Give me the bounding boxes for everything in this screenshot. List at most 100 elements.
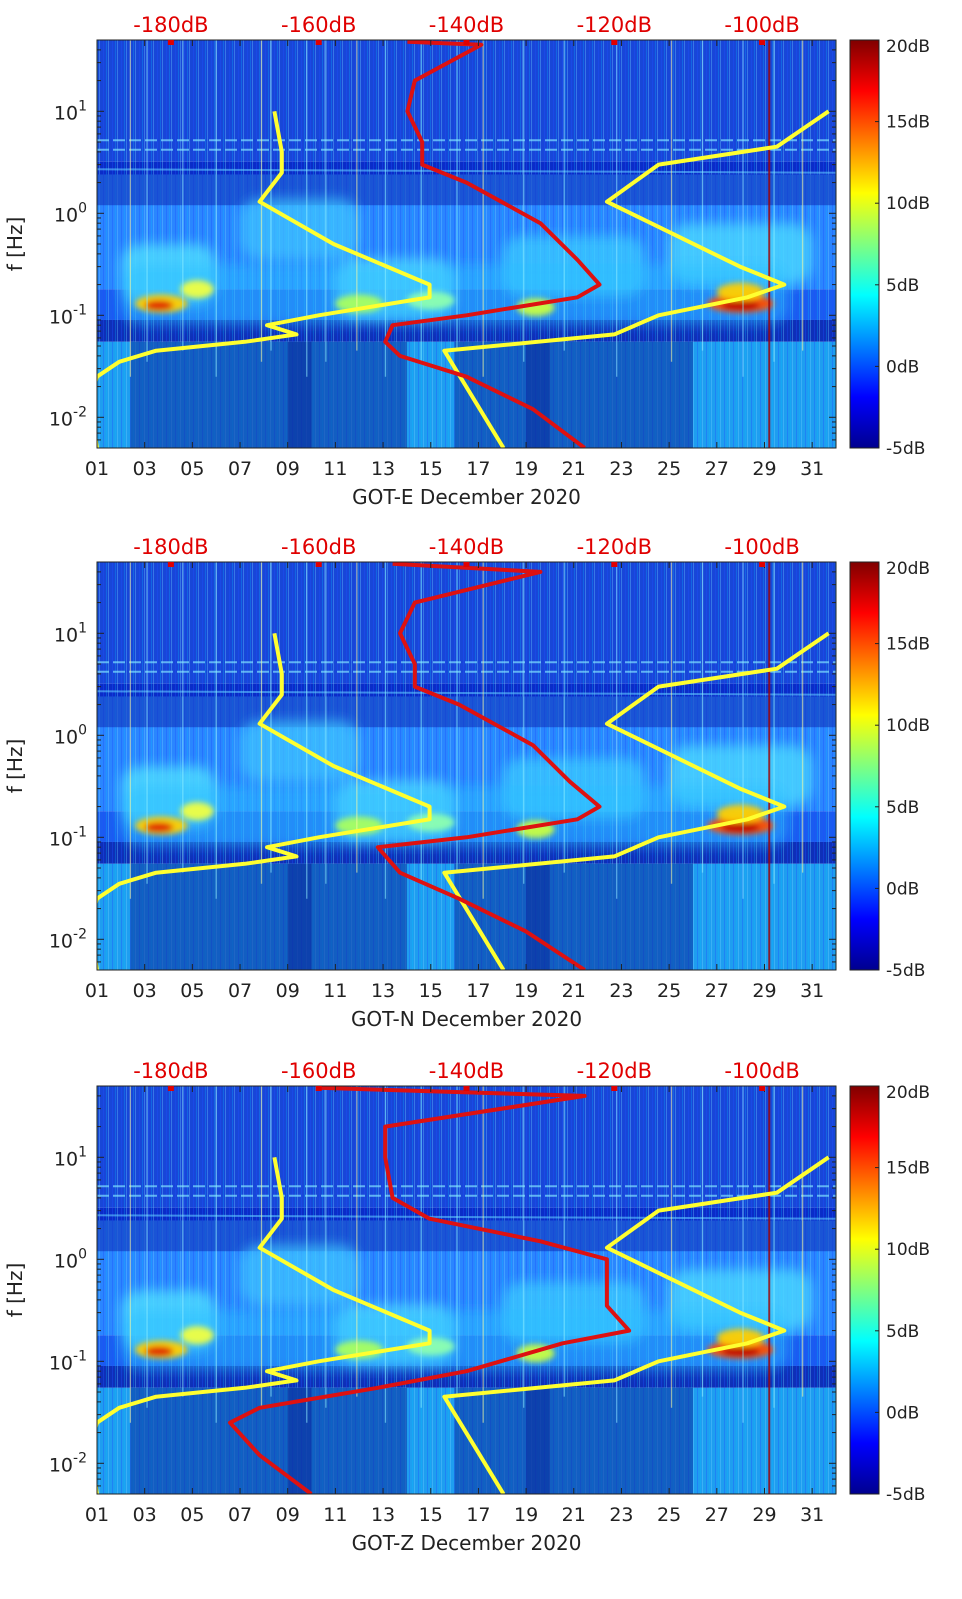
yellow-noise-model-high xyxy=(442,109,830,448)
colorbar-tick-label: 15dB xyxy=(886,113,930,133)
x-tick-label: 19 xyxy=(514,980,538,1002)
spectrogram-peak xyxy=(406,813,455,832)
x-tick-label: 23 xyxy=(609,1504,633,1526)
x-tick-label: 17 xyxy=(466,1504,490,1526)
x-tick-label: 11 xyxy=(323,980,347,1002)
y-tick-label: 10-1 xyxy=(49,1348,87,1374)
top-db-marker xyxy=(611,562,618,567)
y-tick-label: 101 xyxy=(54,620,87,646)
yellow-noise-model-high xyxy=(442,631,830,970)
x-tick-label: 27 xyxy=(705,980,729,1002)
spectrogram-quiet-region xyxy=(130,863,312,970)
x-tick-label: 23 xyxy=(609,458,633,480)
x-tick-label: 01 xyxy=(85,1504,109,1526)
x-tick-label: 15 xyxy=(419,980,443,1002)
x-tick-label: 13 xyxy=(371,1504,395,1526)
spectrogram-peaks xyxy=(135,1326,775,1363)
top-db-label: -140dB xyxy=(429,1059,504,1083)
spectrogram-peak-core xyxy=(721,822,760,833)
spectrogram-quiet-region xyxy=(526,341,693,448)
top-db-marker xyxy=(759,562,766,567)
colorbar-tick-label: 0dB xyxy=(886,879,919,899)
red-psd-curve xyxy=(383,40,602,448)
x-tick-label: 21 xyxy=(562,1504,586,1526)
y-tick-label: 100 xyxy=(54,722,87,748)
x-tick-label: 21 xyxy=(562,458,586,480)
top-db-marker xyxy=(315,40,322,45)
spectrogram-peak xyxy=(180,802,214,821)
y-tick-label: 10-2 xyxy=(49,404,87,430)
spectrogram-hotspot xyxy=(240,198,360,260)
x-tick-label: 31 xyxy=(800,980,824,1002)
spectrogram-quiet-region xyxy=(97,174,836,206)
top-db-marker xyxy=(611,40,618,45)
colorbar-tick-label: 20dB xyxy=(886,559,930,579)
top-db-marker xyxy=(167,562,174,567)
colorbar-tick-label: 20dB xyxy=(886,37,930,57)
top-db-marker xyxy=(315,1086,322,1091)
colorbar-tick-label: 10dB xyxy=(886,716,930,736)
y-tick-label: 10-1 xyxy=(49,302,87,328)
x-tick-label: 27 xyxy=(705,1504,729,1526)
x-tick-label: 11 xyxy=(323,1504,347,1526)
spectrogram-quiet-region xyxy=(130,341,312,448)
spectrogram-quiet-region xyxy=(526,1387,693,1494)
colorbar-tick-label: 15dB xyxy=(886,1159,930,1179)
x-tick-label: 11 xyxy=(323,458,347,480)
colorbar-tick-label: 20dB xyxy=(886,1083,930,1103)
top-db-marker xyxy=(759,1086,766,1091)
top-db-label: -120dB xyxy=(577,13,652,37)
x-tick-label: 03 xyxy=(133,980,157,1002)
colorbar-tick-label: 0dB xyxy=(886,1403,919,1423)
chart-panel-2: 01 03 05 07 09 11 13 15 17 19 21 23 25 27 29 31 10-2 10-1… xyxy=(3,535,930,1031)
top-db-marker xyxy=(315,562,322,567)
red-psd-curve xyxy=(228,1086,632,1494)
spectrogram-quiet-region xyxy=(287,341,407,448)
colorbar-tick-label: 10dB xyxy=(886,194,930,214)
yellow-noise-model-high xyxy=(442,1155,830,1494)
top-db-label: -100dB xyxy=(724,1059,799,1083)
x-tick-label: 03 xyxy=(133,1504,157,1526)
x-tick-label: 23 xyxy=(609,980,633,1002)
top-db-marker xyxy=(167,40,174,45)
colorbar xyxy=(849,39,880,449)
x-tick-label: 31 xyxy=(800,458,824,480)
x-tick-label: 09 xyxy=(276,1504,300,1526)
x-tick-label: 27 xyxy=(705,458,729,480)
spectrogram-hotspot xyxy=(120,785,789,848)
colorbar-tick-label: -5dB xyxy=(886,961,925,981)
top-db-label: -180dB xyxy=(133,1059,208,1083)
yellow-noise-model xyxy=(97,632,432,970)
y-tick-label: 101 xyxy=(54,1144,87,1170)
x-tick-label: 31 xyxy=(800,1504,824,1526)
spectrogram-hotspot xyxy=(120,1309,789,1372)
spectrogram-harmonic-line xyxy=(97,168,836,174)
x-tick-label: 07 xyxy=(228,980,252,1002)
top-db-marker xyxy=(759,40,766,45)
colorbar xyxy=(849,561,880,971)
x-tick-label: 15 xyxy=(419,1504,443,1526)
x-tick-label: 13 xyxy=(371,458,395,480)
spectrogram-peak-core xyxy=(721,300,760,311)
spectrogram-harmonic-line xyxy=(97,1214,836,1220)
yellow-noise-model xyxy=(97,110,432,448)
spectrogram-image xyxy=(97,40,836,448)
spectrogram-hotspot xyxy=(240,1244,360,1306)
colorbar-tick-label: 5dB xyxy=(886,1322,919,1342)
x-tick-label: 05 xyxy=(180,980,204,1002)
top-db-label: -140dB xyxy=(429,535,504,559)
x-tick-label: 01 xyxy=(85,980,109,1002)
y-axis-title: f [Hz] xyxy=(3,1263,27,1318)
top-db-label: -180dB xyxy=(133,13,208,37)
spectrogram-quiet-region xyxy=(526,863,693,970)
x-axis-title: GOT-N December 2020 xyxy=(351,1007,582,1031)
x-tick-label: 17 xyxy=(466,980,490,1002)
top-db-label: -160dB xyxy=(281,535,356,559)
x-tick-label: 09 xyxy=(276,980,300,1002)
spectrogram-peak-core xyxy=(144,1346,174,1357)
x-axis-title: GOT-Z December 2020 xyxy=(352,1531,582,1555)
x-tick-label: 17 xyxy=(466,458,490,480)
colorbar-tick-label: 15dB xyxy=(886,635,930,655)
x-axis-title: GOT-E December 2020 xyxy=(352,485,581,509)
